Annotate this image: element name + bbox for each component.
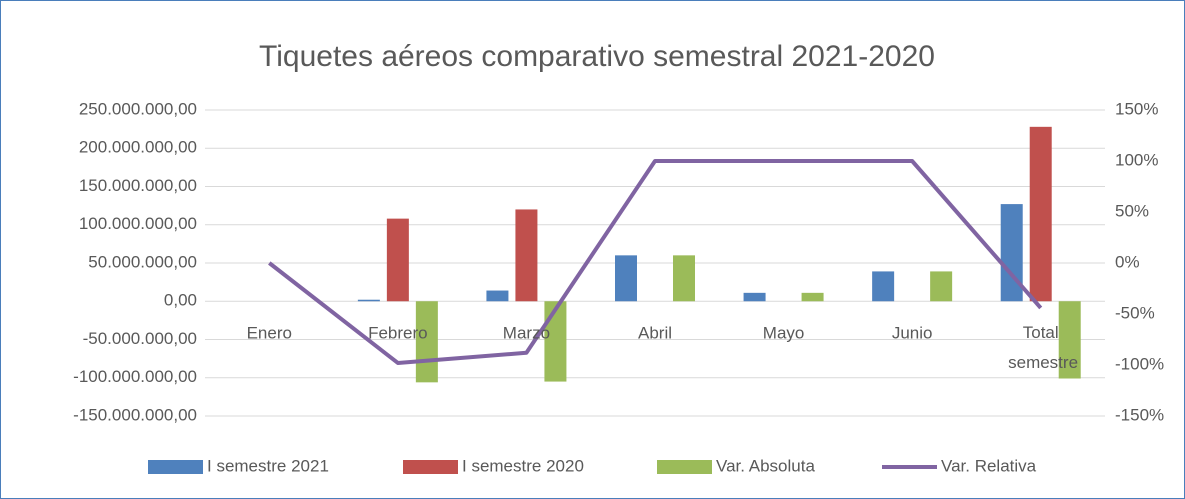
- y2-tick-label: -50%: [1115, 303, 1155, 322]
- chart-title: Tiquetes aéreos comparativo semestral 20…: [259, 40, 935, 73]
- y-tick-label: 0,00: [164, 291, 197, 310]
- x-tick-label: Junio: [892, 323, 933, 342]
- legend-label: I semestre 2020: [462, 456, 584, 475]
- bar: [1000, 204, 1023, 302]
- bar: [486, 290, 509, 302]
- legend-swatch: [403, 460, 458, 474]
- bar: [386, 218, 409, 302]
- x-tick-label: Marzo: [503, 323, 550, 342]
- bar: [743, 292, 766, 302]
- y-tick-label: 150.000.000,00: [79, 176, 197, 195]
- legend-label: Var. Absoluta: [716, 456, 815, 475]
- y-tick-label: 100.000.000,00: [79, 214, 197, 233]
- y-tick-label: -150.000.000,00: [73, 405, 197, 424]
- y2-tick-label: 50%: [1115, 201, 1149, 220]
- bar: [930, 271, 953, 302]
- y-tick-label: -100.000.000,00: [73, 367, 197, 386]
- line-series: [268, 159, 1043, 365]
- legend-swatch: [657, 460, 712, 474]
- bar: [357, 299, 380, 302]
- x-tick-label: Febrero: [368, 323, 428, 342]
- bar: [1029, 126, 1052, 302]
- legend-swatch: [148, 460, 203, 474]
- y2-tick-label: 0%: [1115, 252, 1140, 271]
- bar: [673, 255, 695, 302]
- bar: [515, 209, 538, 302]
- y2-tick-label: 150%: [1115, 99, 1158, 118]
- y2-tick-label: -100%: [1115, 354, 1164, 373]
- x-tick-label: Enero: [247, 323, 292, 342]
- x-tick-label: Mayo: [763, 323, 805, 342]
- bar: [544, 301, 567, 382]
- y2-tick-label: 100%: [1115, 150, 1158, 169]
- bar: [872, 271, 895, 302]
- y-tick-label: -50.000.000,00: [83, 329, 197, 348]
- y-tick-label: 50.000.000,00: [88, 252, 197, 271]
- legend-label: I semestre 2021: [207, 456, 329, 475]
- x-tick-label: Total semestre: [1003, 323, 1078, 372]
- y-tick-label: 200.000.000,00: [79, 138, 197, 157]
- bar: [801, 292, 824, 302]
- x-tick-label: Abril: [638, 323, 672, 342]
- y2-tick-label: -150%: [1115, 405, 1164, 424]
- legend-label: Var. Relativa: [941, 456, 1037, 475]
- bar: [1058, 301, 1081, 379]
- y-tick-label: 250.000.000,00: [79, 99, 197, 118]
- bar: [615, 255, 637, 302]
